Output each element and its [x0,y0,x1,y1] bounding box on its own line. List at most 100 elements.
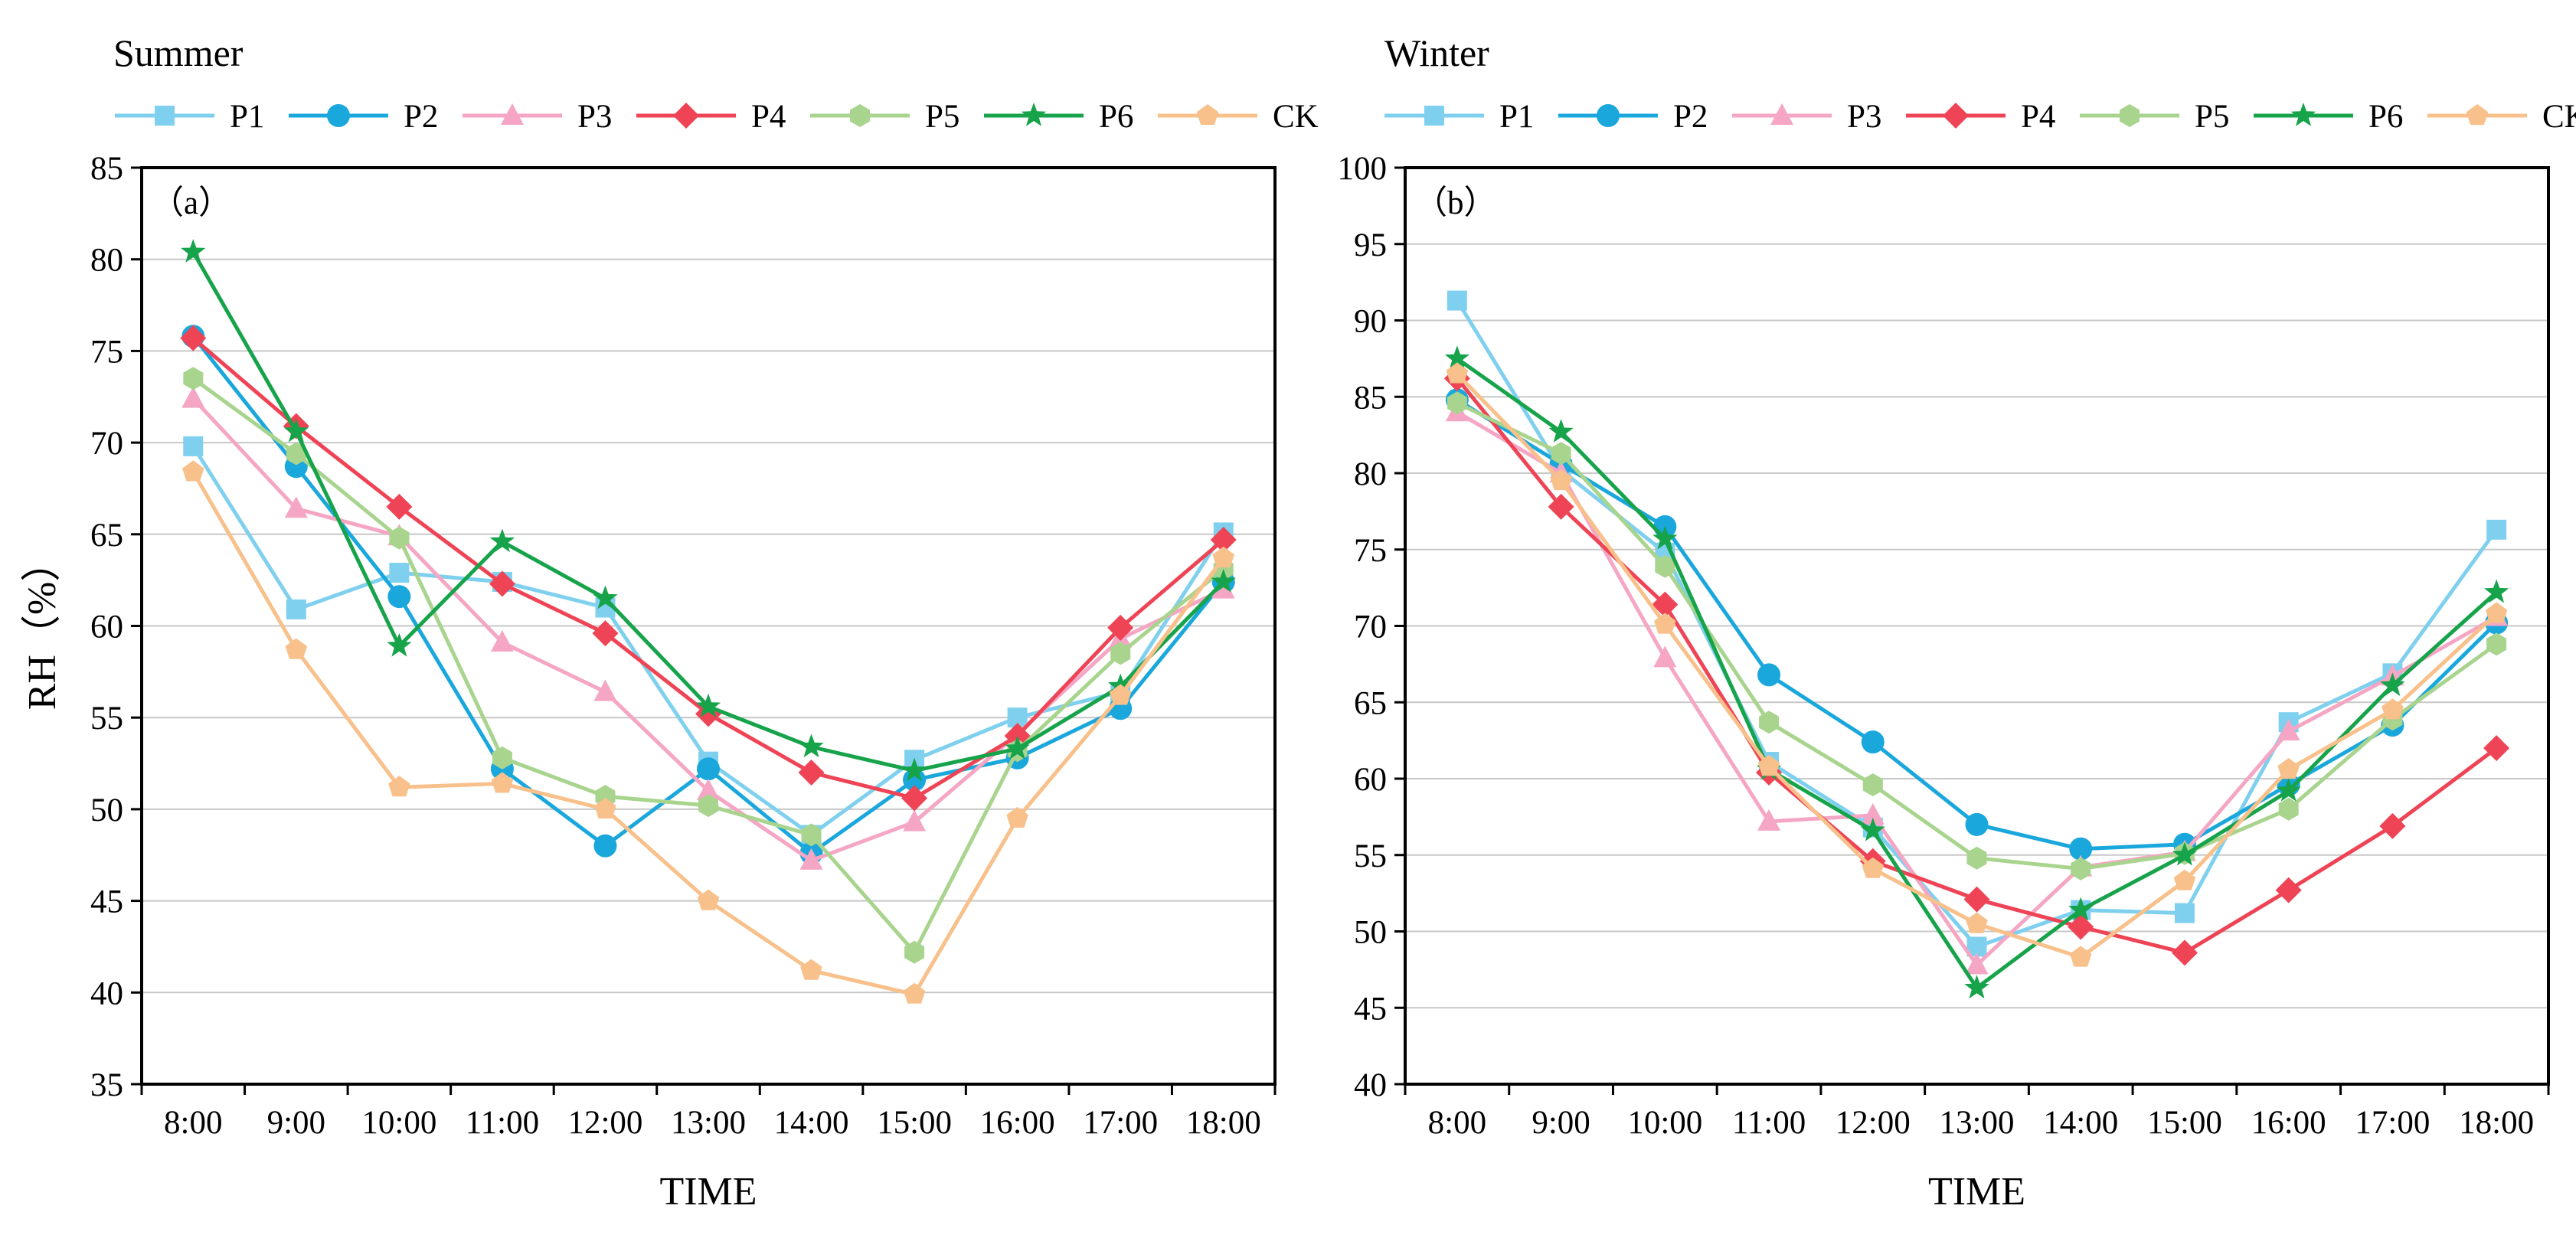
data-point-p2 [1757,663,1780,686]
x-axis-title: TIME [659,1170,757,1214]
data-point-ck [2070,946,2092,966]
y-axis-title: RH（%） [21,542,64,711]
data-point-p5 [1863,773,1883,796]
legend-marker-ck [1197,104,1219,125]
series-p5 [183,367,1233,963]
x-tick-label: 18:00 [2459,1105,2534,1141]
legend-label-p2: P2 [404,99,438,135]
y-tick-label: 90 [1354,304,1387,340]
data-point-ck [182,460,204,481]
x-tick-label: 13:00 [671,1105,746,1141]
y-tick-label: 45 [90,884,123,920]
y-tick-label: 55 [1354,838,1387,874]
data-point-p4 [799,760,825,786]
legend-marker-ck [2466,104,2489,125]
y-tick-label: 50 [90,792,123,828]
series-line-p4 [193,338,1223,799]
y-tick-label: 45 [1354,991,1387,1027]
legend-label-p3: P3 [577,99,612,135]
x-tick-label: 15:00 [2147,1105,2222,1141]
legend-label-ck: CK [2542,99,2576,135]
x-tick-label: 14:00 [2043,1105,2118,1141]
y-tick-label: 95 [1354,227,1387,263]
series-p4 [1444,365,2509,965]
legend-marker-p5 [850,104,870,127]
gridlines [142,260,1275,993]
y-tick-label: 75 [1354,533,1387,569]
x-tick-label: 18:00 [1186,1105,1261,1141]
y-tick-label: 65 [1354,685,1387,721]
x-tick-label: 8:00 [1428,1105,1486,1141]
x-tick-label: 11:00 [1732,1105,1806,1141]
y-tick-label: 35 [90,1067,123,1103]
data-point-p3 [593,680,616,701]
x-tick-label: 8:00 [164,1105,222,1141]
data-point-p6 [799,734,823,758]
x-tick-label: 12:00 [567,1105,642,1141]
legend-marker-p4 [1943,103,1969,129]
legend-label-p1: P1 [1499,99,1534,135]
y-tick-label: 40 [1354,1067,1387,1103]
data-point-p4 [1964,887,1990,913]
y-tick-label: 80 [90,243,123,279]
x-tick-label: 12:00 [1836,1105,1911,1141]
data-point-ck [800,959,822,980]
legend-label-ck: CK [1273,99,1319,135]
data-point-p4 [2276,877,2302,903]
data-point-p1 [183,436,203,456]
data-point-p5 [2071,858,2091,881]
series-p6 [181,239,1236,781]
legend-label-p5: P5 [2195,99,2229,135]
series-p2 [1446,388,2508,861]
chart-title: Summer [113,31,244,74]
y-tick-label: 65 [90,518,123,554]
x-tick-label: 15:00 [877,1105,952,1141]
data-point-ck [904,983,926,1004]
y-tick-label: 100 [1338,151,1388,187]
data-point-p4 [2172,939,2198,965]
series-line-p6 [193,252,1223,771]
data-point-p1 [2175,903,2195,923]
legend-marker-p6 [1022,103,1046,126]
y-tick-label: 50 [1354,915,1387,951]
legend-label-p1: P1 [230,99,264,135]
data-point-ck [2277,758,2300,779]
legend-marker-p4 [673,103,699,129]
series-line-p2 [1457,400,2496,849]
legend-label-p6: P6 [1099,99,1133,135]
data-point-ck [2486,603,2508,623]
y-tick-label: 85 [1354,380,1387,416]
data-point-p1 [2486,520,2506,540]
legend-marker-p2 [1597,104,1620,127]
legend-label-p6: P6 [2368,99,2403,135]
panel-label: （b） [1414,185,1497,221]
series-p5 [1447,391,2506,880]
x-tick-label: 17:00 [1083,1105,1158,1141]
legend-label-p4: P4 [2021,99,2055,135]
x-tick-label: 17:00 [2355,1105,2430,1141]
legend-label-p3: P3 [1847,99,1881,135]
legend-marker-p2 [327,104,350,127]
chart-panel-2: WinterP1P2P3P4P5P6CK40455055606570758085… [1338,31,2576,1214]
x-tick-label: 11:00 [466,1105,539,1141]
x-tick-label: 10:00 [361,1105,436,1141]
y-tick-label: 60 [1354,762,1387,798]
y-tick-label: 80 [1354,456,1387,492]
data-point-p1 [286,600,306,619]
data-point-p5 [2486,632,2506,655]
data-point-p1 [1447,291,1467,311]
y-tick-label: 85 [90,151,123,187]
panel-label: （a） [151,185,231,221]
x-axis-title: TIME [1928,1170,2025,1214]
data-point-p5 [183,367,203,390]
legend-label-p4: P4 [751,99,786,135]
x-tick-label: 16:00 [2251,1105,2326,1141]
data-point-p2 [387,585,410,608]
